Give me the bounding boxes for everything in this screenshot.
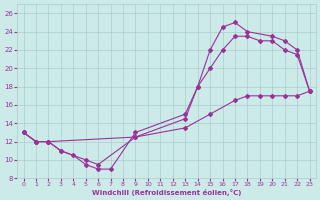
X-axis label: Windchill (Refroidissement éolien,°C): Windchill (Refroidissement éolien,°C) — [92, 189, 241, 196]
